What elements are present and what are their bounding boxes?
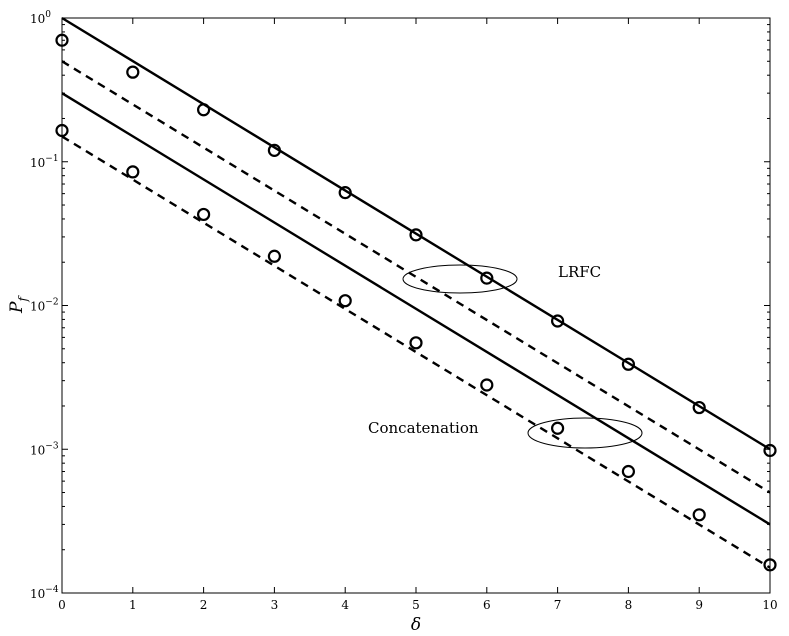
x-tick-label: 3 — [271, 598, 279, 612]
annotation-concatenation: Concatenation — [368, 419, 479, 437]
concatenation-marker — [621, 464, 636, 479]
y-tick-label: 100 — [30, 10, 51, 26]
y-tick-label: 10−3 — [30, 441, 59, 457]
concatenation-marker — [55, 123, 69, 138]
axis-ticks — [61, 17, 771, 594]
lrfc-marker — [55, 33, 69, 47]
lrfc-marker — [621, 357, 636, 371]
y-tick-label: 10−1 — [30, 154, 59, 170]
y-axis-label-sub: f — [16, 295, 30, 303]
concatenation-solid-line — [61, 92, 771, 526]
concatenation-marker — [409, 336, 423, 350]
concatenation-marker — [338, 294, 352, 308]
y-tick-base: 10 — [30, 587, 45, 601]
y-axis-label: Pf — [7, 295, 30, 314]
x-tick-label: 6 — [483, 598, 491, 612]
x-axis-label: δ — [411, 615, 421, 635]
y-tick-exponent: −2 — [45, 298, 58, 308]
y-tick-base: 10 — [30, 443, 45, 457]
concatenation-marker — [126, 165, 140, 179]
lrfc-dashed-line — [61, 60, 771, 494]
lrfc-marker — [267, 143, 281, 157]
y-tick-exponent: −3 — [45, 441, 59, 451]
x-tick-label: 7 — [554, 598, 562, 612]
concatenation-marker — [550, 421, 565, 435]
lrfc-marker — [763, 443, 777, 458]
series-markers — [55, 33, 777, 572]
lrfc-marker — [197, 103, 211, 117]
x-tick-label: 0 — [58, 598, 66, 612]
lrfc-ellipse — [402, 264, 518, 294]
x-tick-label: 8 — [625, 598, 633, 612]
concatenation-marker — [197, 207, 211, 222]
x-tick-label: 9 — [695, 598, 703, 612]
y-tick-base: 10 — [30, 300, 45, 314]
concatenation-marker — [692, 508, 706, 522]
concatenation-marker — [480, 378, 494, 392]
concatenation-ellipse — [527, 417, 643, 449]
x-tick-label: 4 — [341, 598, 349, 612]
plot-frame — [61, 17, 771, 594]
concatenation-marker — [763, 558, 777, 572]
x-tick-labels: 0 1 2 3 4 5 6 7 8 9 10 — [58, 598, 777, 612]
y-tick-exponent: −1 — [45, 154, 58, 164]
x-tick-label: 1 — [129, 598, 137, 612]
lrfc-marker — [126, 65, 140, 79]
lrfc-marker — [550, 314, 565, 328]
y-tick-label: 10−4 — [30, 585, 59, 601]
x-tick-label: 10 — [762, 598, 777, 612]
y-tick-exponent: −4 — [45, 585, 59, 595]
x-tick-label: 5 — [412, 598, 420, 612]
lrfc-solid-line — [61, 16, 771, 451]
lrfc-marker — [692, 400, 706, 415]
lrfc-marker — [338, 186, 352, 200]
y-tick-base: 10 — [30, 12, 45, 26]
svg-text:Pf: Pf — [7, 295, 30, 314]
series-lines — [61, 16, 771, 569]
lrfc-marker — [409, 228, 423, 242]
y-axis-label-main: P — [7, 301, 27, 314]
y-tick-base: 10 — [30, 156, 45, 170]
y-tick-label: 10−2 — [30, 298, 59, 314]
annotation-lrfc: LRFC — [558, 263, 601, 281]
concatenation-dashed-line — [61, 135, 771, 569]
concatenation-marker — [267, 249, 281, 263]
y-tick-exponent: 0 — [45, 10, 51, 20]
x-tick-label: 2 — [200, 598, 208, 612]
lrfc-marker — [480, 271, 494, 285]
